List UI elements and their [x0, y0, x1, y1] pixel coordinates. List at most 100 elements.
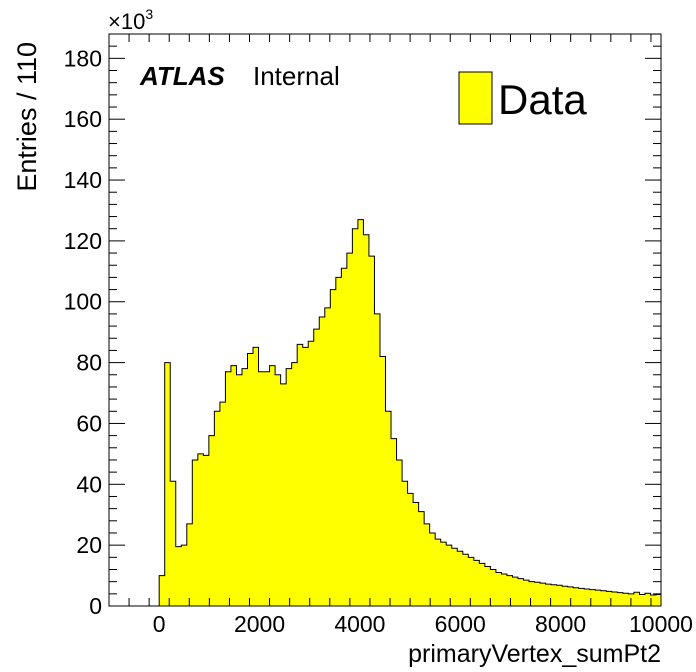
histogram-bin [330, 289, 337, 606]
x-axis-ticks: 0 2000 4000 6000 8000 10000 [108, 34, 693, 637]
x-tick-label: 10000 [629, 611, 693, 637]
histogram-bin [540, 583, 546, 606]
histogram-bin [208, 435, 215, 606]
y-tick-label: 140 [64, 167, 102, 193]
histogram-bin [523, 580, 530, 606]
histogram-bin [506, 575, 513, 606]
histogram-bin [595, 590, 602, 606]
histogram-bin [606, 591, 613, 606]
histogram-bin [230, 365, 237, 606]
histogram-bin [159, 575, 166, 606]
histogram-bin [622, 593, 629, 606]
histogram-bin [236, 374, 243, 606]
histogram-bin [424, 523, 431, 606]
histogram-bin [280, 383, 287, 606]
plot-frame [108, 33, 662, 607]
legend-entry-data: Data [498, 76, 587, 123]
y-tick-label: 160 [64, 106, 102, 132]
histogram-bin [391, 438, 397, 606]
histogram-bin [170, 481, 177, 606]
histogram-bin [567, 586, 574, 606]
histogram-bin [578, 588, 585, 606]
histogram-bin [219, 402, 226, 606]
histogram-bin [639, 594, 646, 606]
histogram-bin [644, 593, 651, 606]
y-multiplier-label: ×103 [108, 6, 153, 34]
histogram-bin [175, 546, 182, 606]
histogram-bin [192, 459, 199, 606]
histogram-outline [158, 219, 662, 606]
histogram-bin [573, 587, 580, 606]
histogram-bin [440, 542, 447, 606]
histogram-bin [357, 219, 364, 606]
histogram-bin [562, 586, 569, 606]
histogram-bin [529, 581, 535, 606]
histogram-bin [253, 347, 259, 606]
histogram-bin [462, 554, 469, 606]
y-tick-label: 80 [76, 350, 102, 376]
histogram-bin [324, 307, 331, 606]
histogram-bin [501, 574, 508, 606]
histogram-bin [241, 368, 248, 606]
histogram-bin [363, 234, 370, 606]
histogram-bin [341, 268, 348, 606]
histogram-bin [407, 493, 414, 606]
histogram-bin [286, 368, 293, 606]
histogram-bin [584, 588, 591, 606]
histogram-bin [418, 511, 425, 606]
histogram-bin [545, 584, 552, 606]
y-tick-label: 40 [76, 471, 102, 497]
histogram-bin [611, 592, 618, 606]
x-axis-label: primaryVertex_sumPt2 [408, 640, 661, 668]
histogram-bin [650, 595, 657, 606]
y-tick-label: 0 [89, 593, 102, 619]
x-tick-label: 2000 [234, 611, 285, 637]
histogram-bin [435, 539, 442, 606]
histogram-bin [225, 371, 232, 606]
histogram-bin [186, 523, 193, 606]
histogram-bin [385, 411, 392, 606]
histogram-bin [512, 577, 519, 606]
histogram-bars [158, 219, 662, 607]
histogram-bin [197, 453, 204, 606]
histogram-bin [633, 592, 640, 606]
histogram-bin [374, 313, 381, 606]
histogram-bin [517, 578, 524, 606]
histogram-bin [484, 566, 491, 606]
histogram-bin [297, 344, 304, 606]
histogram-bin [352, 228, 359, 607]
y-axis-label: Entries / 110 [12, 42, 42, 192]
histogram-bin [402, 481, 408, 606]
histogram-bin [451, 548, 458, 606]
y-tick-label: 180 [64, 45, 102, 71]
histogram-bin [164, 362, 171, 606]
histogram-bin [429, 532, 436, 606]
histogram-bin [319, 316, 326, 606]
histogram-bin [214, 411, 221, 606]
histogram-bin [335, 277, 342, 606]
histogram-bin [308, 341, 315, 606]
y-axis-ticks: 0 20 40 60 80 100 120 140 160 180 [64, 33, 661, 619]
histogram-bin [457, 551, 464, 606]
histogram-bin [396, 459, 403, 606]
histogram-bin [556, 585, 563, 606]
atlas-label: ATLAS [139, 61, 225, 91]
histogram-bin [473, 560, 480, 606]
histogram-bin [617, 592, 624, 606]
histogram-bin [313, 329, 320, 606]
histogram-bin [247, 353, 254, 606]
internal-label: Internal [253, 61, 340, 91]
y-multiplier-exponent: 3 [145, 6, 153, 22]
histogram-bin [446, 545, 453, 606]
x-tick-label: 4000 [334, 611, 385, 637]
histogram-bin [302, 347, 309, 606]
y-tick-label: 20 [76, 532, 102, 558]
histogram-bin [346, 253, 353, 606]
x-tick-label: 0 [153, 611, 166, 637]
histogram-bin [203, 455, 210, 606]
y-tick-label: 120 [64, 228, 102, 254]
histogram-bin [379, 356, 386, 606]
y-tick-label: 100 [64, 289, 102, 315]
histogram-bin [490, 569, 497, 606]
